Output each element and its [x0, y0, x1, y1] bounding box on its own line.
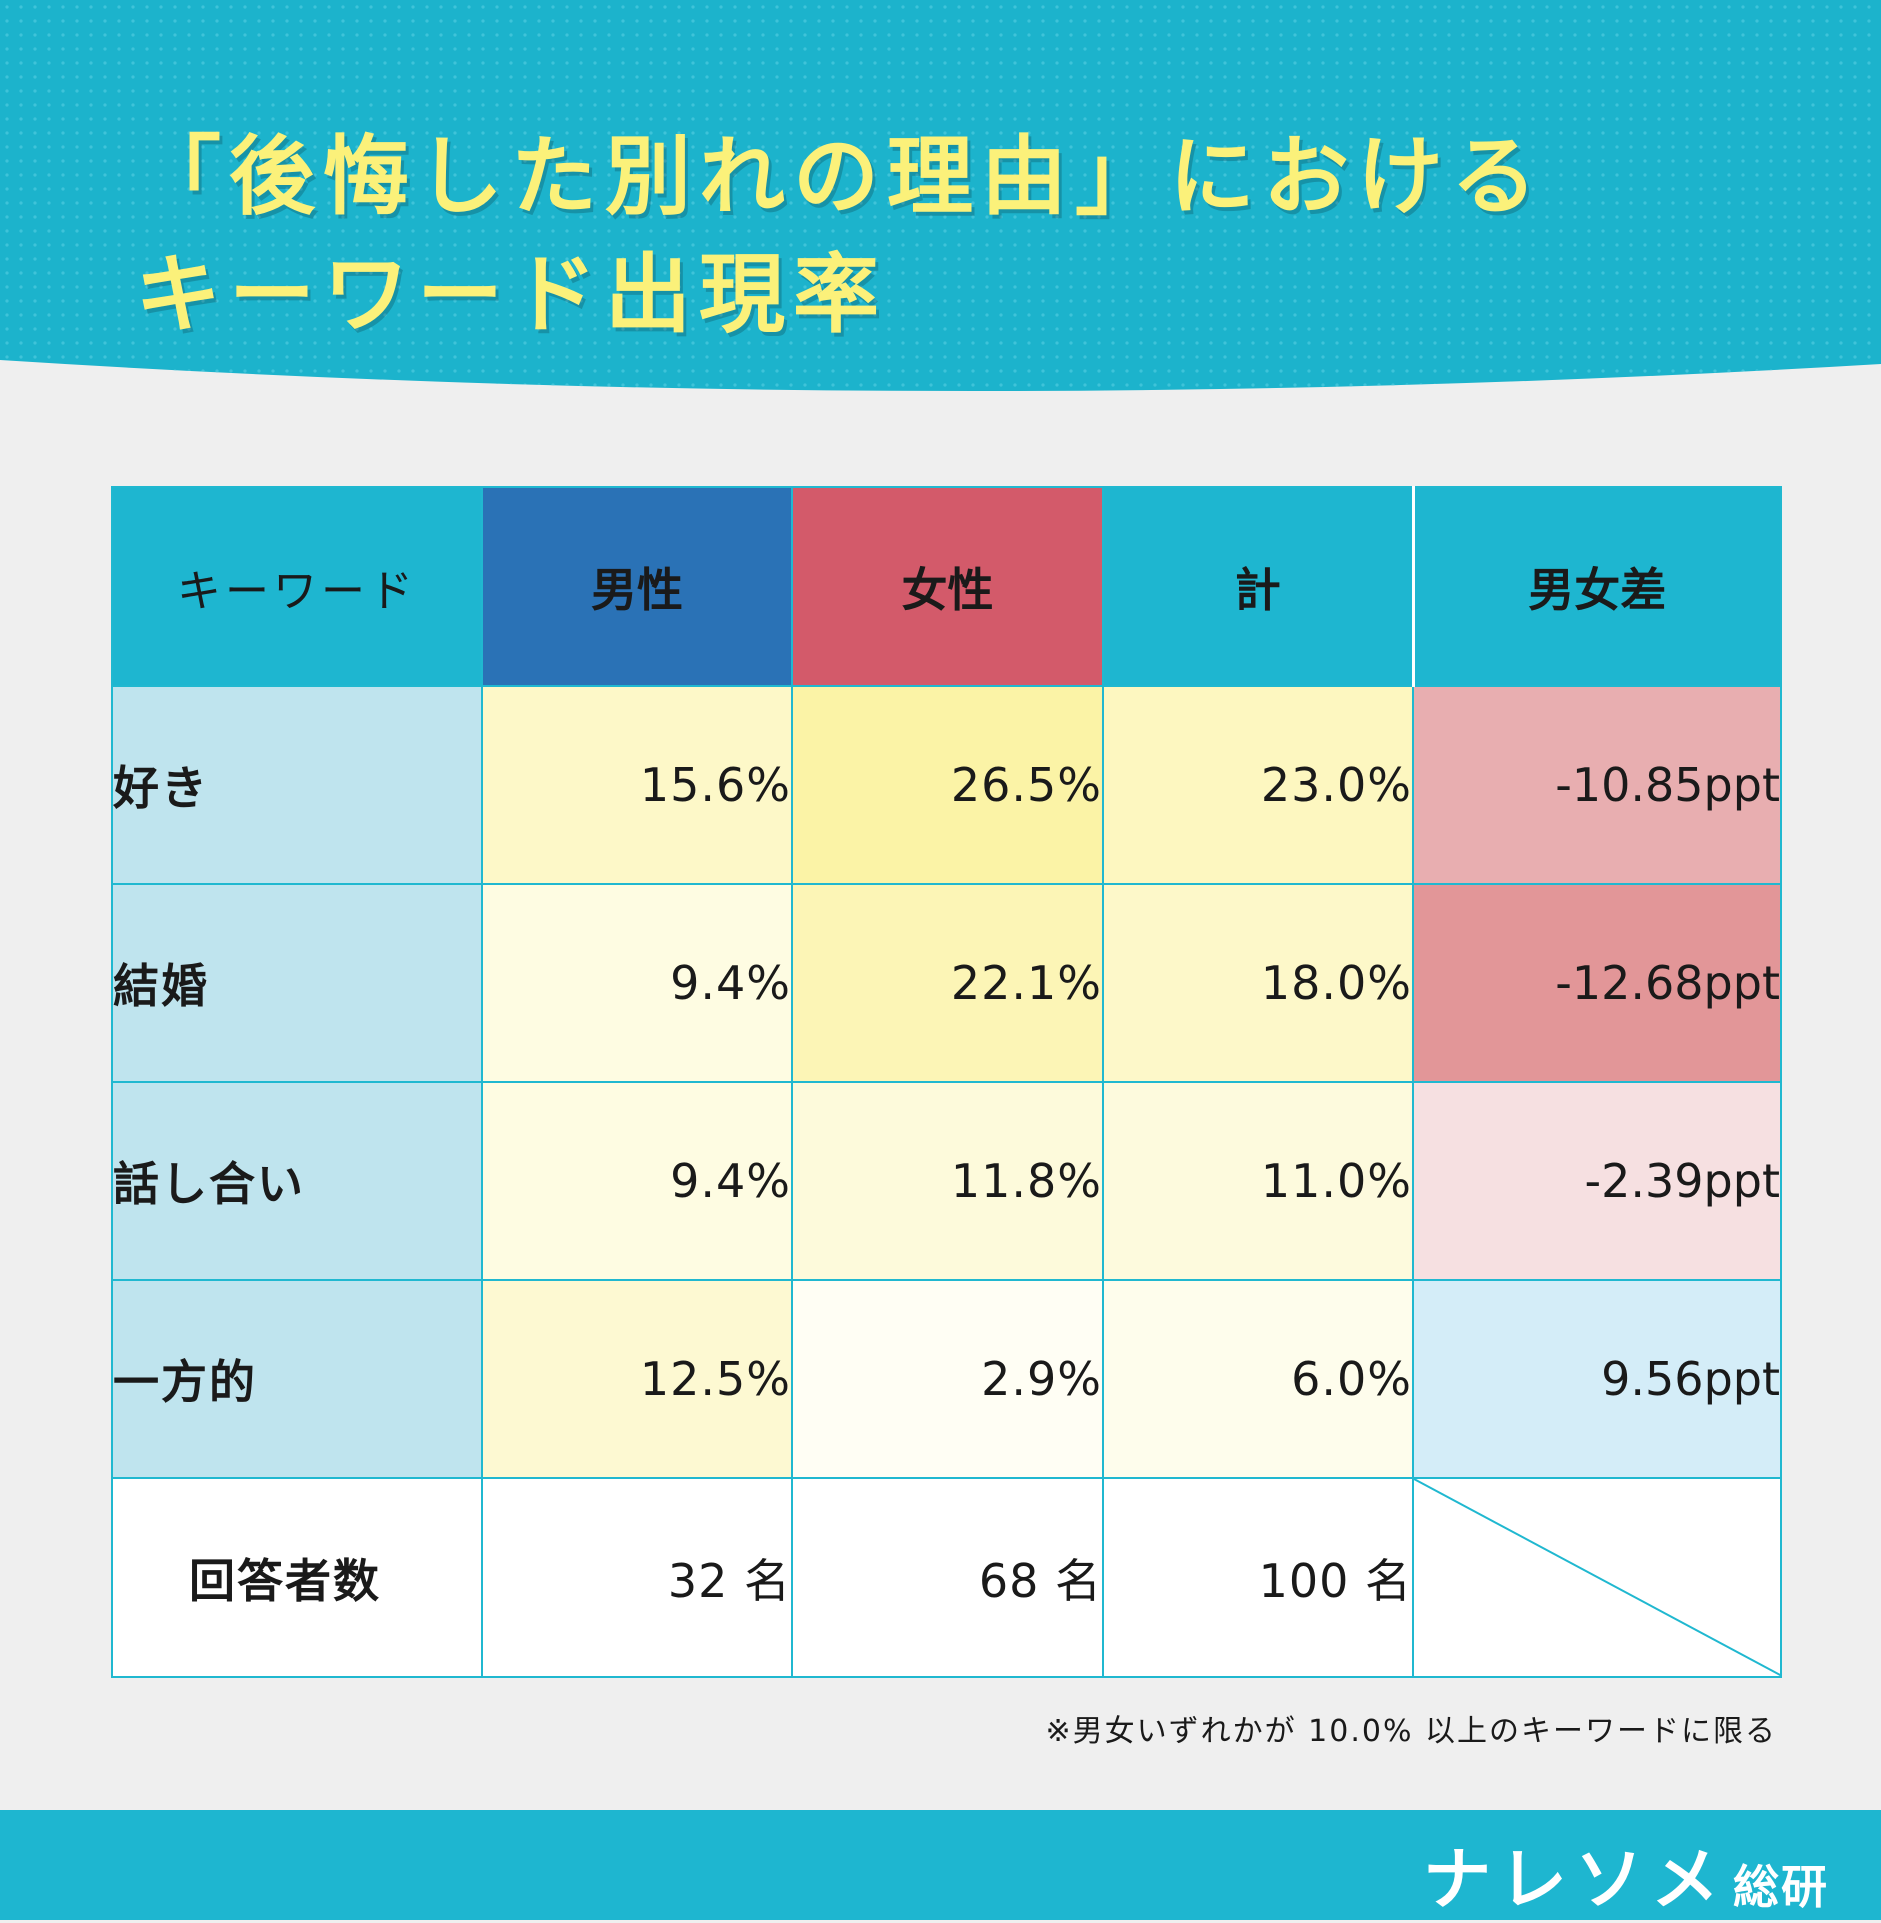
table-row: 話し合い 9.4% 11.8% 11.0% -2.39ppt	[111, 1081, 1782, 1281]
male-value-cell: 12.5%	[481, 1279, 793, 1479]
female-value-cell: 26.5%	[791, 685, 1104, 885]
respondents-label: 回答者数	[111, 1477, 483, 1678]
header-male: 男性	[481, 486, 793, 687]
brand-logo: ナレソメ 総研	[1423, 1824, 1829, 1923]
table-row: 結婚 9.4% 22.1% 18.0% -12.68ppt	[111, 883, 1782, 1083]
header-keyword: キーワード	[111, 486, 483, 687]
total-value-cell: 6.0%	[1102, 1279, 1414, 1479]
header-total: 計	[1102, 486, 1414, 687]
title-line-1: 「後悔した別れの理由」における	[135, 127, 1545, 227]
male-value-cell: 15.6%	[481, 685, 793, 885]
female-value-cell: 22.1%	[791, 883, 1104, 1083]
respondents-male: 32 名	[481, 1477, 793, 1678]
logo-sub-text: 総研	[1733, 1860, 1829, 1914]
keyword-table: キーワード 男性 女性 計 男女差 好き 15.6% 26.5% 23.0% -10.8…	[111, 486, 1782, 1678]
respondents-female: 68 名	[791, 1477, 1104, 1678]
respondents-difference-empty	[1412, 1477, 1782, 1678]
page-title: 「後悔した別れの理由」における キーワード出現率	[135, 118, 1545, 354]
total-value-cell: 23.0%	[1102, 685, 1414, 885]
difference-value-cell: -10.85ppt	[1412, 685, 1782, 885]
header-female: 女性	[791, 486, 1104, 687]
difference-value-cell: 9.56ppt	[1412, 1279, 1782, 1479]
female-value-cell: 11.8%	[791, 1081, 1104, 1281]
male-value-cell: 9.4%	[481, 883, 793, 1083]
header-banner: 「後悔した別れの理由」における キーワード出現率	[0, 0, 1881, 400]
diagonal-slash	[1414, 1479, 1782, 1676]
respondents-row: 回答者数 32 名 68 名 100 名	[111, 1477, 1782, 1678]
table-header-row: キーワード 男性 女性 計 男女差	[111, 486, 1782, 687]
difference-value-cell: -2.39ppt	[1412, 1081, 1782, 1281]
female-value-cell: 2.9%	[791, 1279, 1104, 1479]
header-difference: 男女差	[1411, 486, 1782, 687]
respondents-total: 100 名	[1102, 1477, 1414, 1678]
header-wave-background	[0, 0, 1881, 392]
footer-bar: ナレソメ 総研	[0, 1810, 1881, 1920]
keyword-cell: 一方的	[111, 1279, 483, 1479]
footnote: ※男女いずれかが 10.0% 以上のキーワードに限る	[1045, 1714, 1777, 1749]
keyword-cell: 結婚	[111, 883, 483, 1083]
table-row: 好き 15.6% 26.5% 23.0% -10.85ppt	[111, 685, 1782, 885]
male-value-cell: 9.4%	[481, 1081, 793, 1281]
keyword-cell: 話し合い	[111, 1081, 483, 1281]
logo-main-text: ナレソメ	[1422, 1841, 1727, 1920]
total-value-cell: 18.0%	[1102, 883, 1414, 1083]
keyword-cell: 好き	[111, 685, 483, 885]
title-line-2: キーワード出現率	[135, 245, 887, 345]
keyword-table-container: キーワード 男性 女性 計 男女差 好き 15.6% 26.5% 23.0% -10.8…	[111, 486, 1782, 1678]
table-row: 一方的 12.5% 2.9% 6.0% 9.56ppt	[111, 1279, 1782, 1479]
total-value-cell: 11.0%	[1102, 1081, 1414, 1281]
difference-value-cell: -12.68ppt	[1412, 883, 1782, 1083]
